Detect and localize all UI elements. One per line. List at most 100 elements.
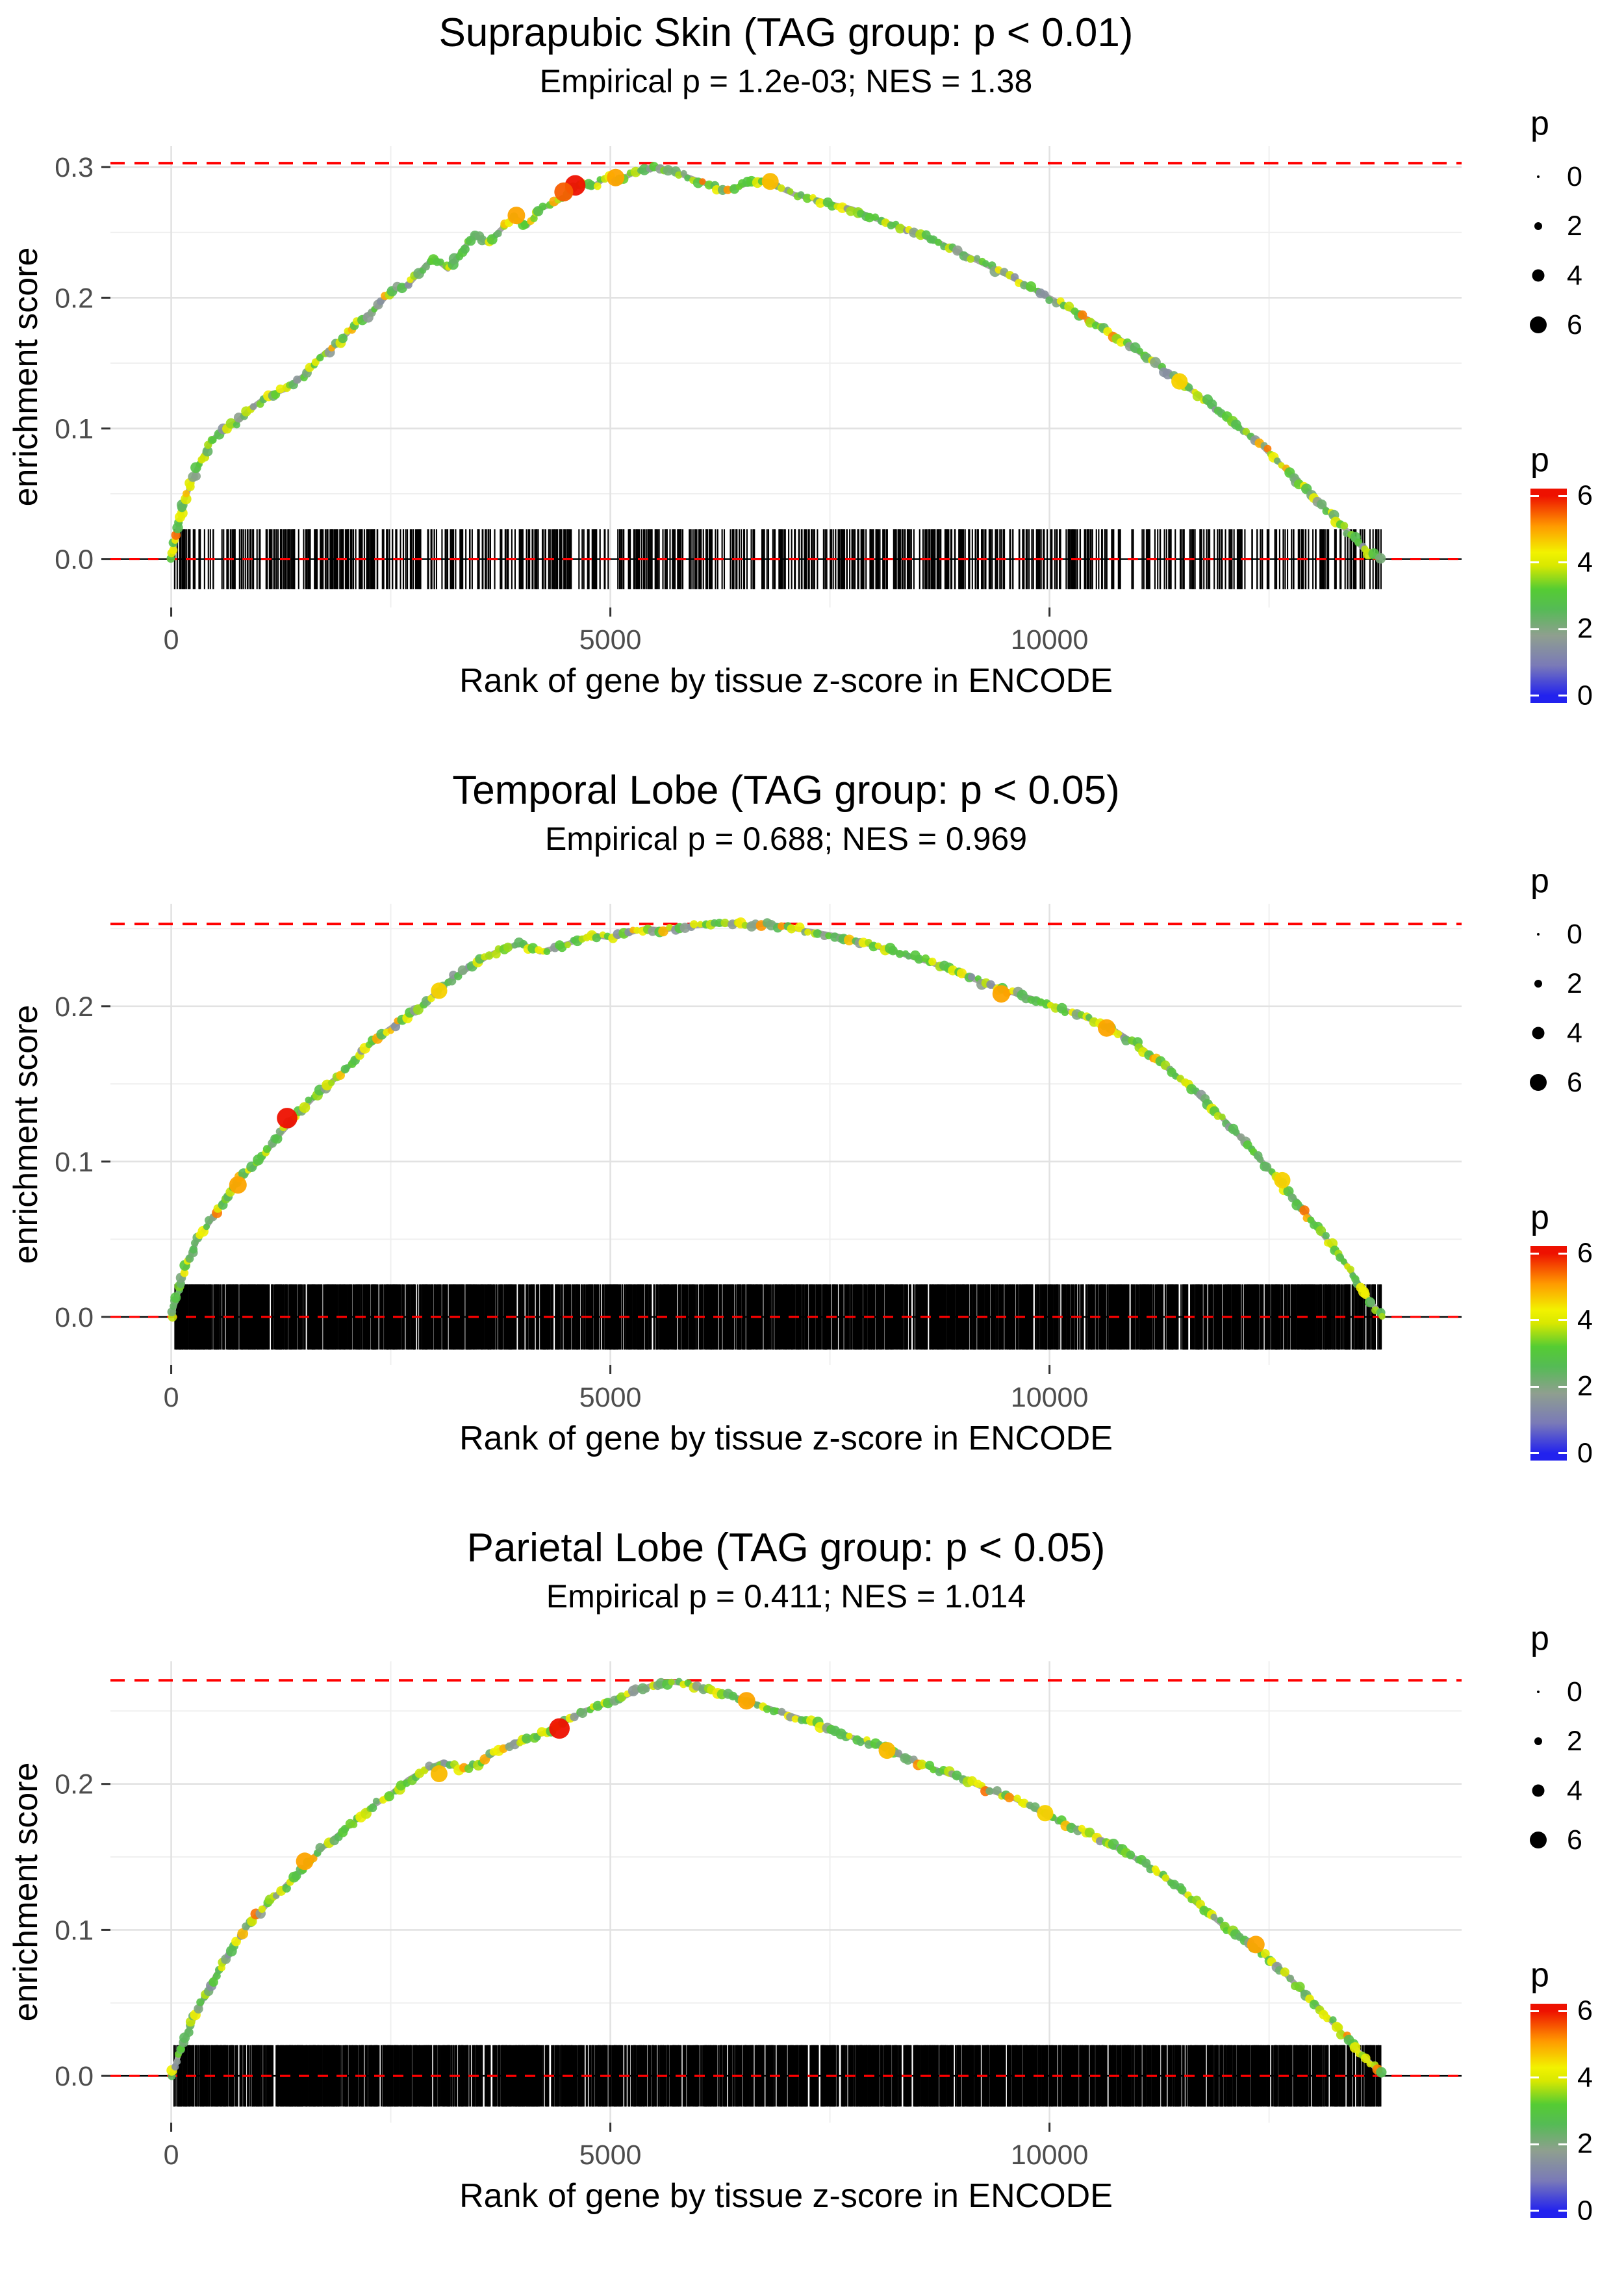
size-dot-icon (1530, 1074, 1547, 1091)
colorbar-tick-mark (1558, 1452, 1567, 1455)
colorbar-tick-mark (1558, 2076, 1567, 2079)
colorbar-gradient (1530, 1246, 1567, 1461)
x-tick-label: 0 (164, 1382, 179, 1413)
highlight-gene-dot (1274, 1171, 1291, 1189)
size-dot-icon (1534, 222, 1542, 230)
colorbar-tick-label: 0 (1577, 2195, 1593, 2227)
colorbar-tick-mark (1530, 1252, 1539, 1255)
enrichment-curve-base (168, 1679, 1386, 2078)
enrichment-plot: 0 5000 10000 0.0 0.1 0.2 (55, 904, 1462, 1413)
colorbar-tick-label: 0 (1577, 1437, 1593, 1469)
enrichment-curve-dots (166, 1678, 1387, 2080)
y-tick-label: 0.2 (55, 991, 94, 1023)
panel-parietal-lobe: Parietal Lobe (TAG group: p < 0.05) Empi… (0, 1515, 1624, 2273)
highlight-gene-dot (992, 985, 1010, 1003)
colorbar-tick-mark (1530, 2210, 1539, 2212)
y-tick-label: 0.1 (55, 413, 94, 444)
gene-rank-rug (173, 2045, 1382, 2107)
highlight-gene-dot (431, 982, 448, 999)
x-axis-label: Rank of gene by tissue z-score in ENCODE (459, 2177, 1113, 2215)
panel-title: Temporal Lobe (TAG group: p < 0.05) (452, 768, 1120, 813)
colorbar-tick-label: 6 (1577, 1995, 1593, 2026)
size-dot-icon (1537, 175, 1540, 178)
size-dot-icon (1534, 980, 1542, 988)
size-legend-label: 4 (1567, 259, 1582, 291)
highlight-gene-dot (761, 173, 779, 190)
size-legend-label: 4 (1567, 1774, 1582, 1806)
panel-subtitle: Empirical p = 1.2e-03; NES = 1.38 (539, 63, 1033, 99)
panel-title: Suprapubic Skin (TAG group: p < 0.01) (438, 10, 1134, 55)
y-tick-label: 0.0 (55, 2061, 94, 2092)
x-tick-label: 10000 (1011, 1382, 1089, 1413)
size-legend-item: 4 (1520, 1008, 1624, 1058)
size-legend: 0 2 4 6 (1520, 1667, 1624, 1865)
color-legend-title: p (1530, 1199, 1549, 1236)
size-legend-item: 2 (1520, 959, 1624, 1008)
panel-suprapubic-skin: Suprapubic Skin (TAG group: p < 0.01) Em… (0, 0, 1624, 758)
size-dot-icon (1537, 933, 1540, 936)
size-legend-item: 2 (1520, 1717, 1624, 1766)
colorbar-tick-label: 2 (1577, 613, 1593, 645)
colorbar-tick-mark (1530, 1452, 1539, 1455)
colorbar-tick-label: 4 (1577, 1304, 1593, 1336)
size-legend-title: p (1530, 862, 1549, 900)
colorbar-tick-label: 4 (1577, 2062, 1593, 2093)
x-tick-label: 5000 (579, 624, 642, 656)
highlight-gene-dot (1098, 1019, 1115, 1037)
colorbar-tick-mark (1530, 2010, 1539, 2012)
size-legend-item: 0 (1520, 1667, 1624, 1717)
colorbar-tick-label: 6 (1577, 1237, 1593, 1269)
highlight-gene-dot (1247, 1935, 1265, 1954)
y-tick-label: 0.0 (55, 544, 94, 576)
highlight-gene-dot (1171, 373, 1188, 390)
highlight-gene-dot (430, 1765, 448, 1782)
y-tick-label: 0.2 (55, 283, 94, 314)
highlight-genes (507, 168, 1188, 390)
highlight-gene-dot (296, 1852, 314, 1871)
x-axis-label: Rank of gene by tissue z-score in ENCODE (459, 662, 1113, 700)
size-legend-item: 2 (1520, 201, 1624, 251)
size-legend-label: 6 (1567, 1066, 1582, 1098)
highlight-gene-dot (549, 1718, 570, 1739)
colorbar-wrap: 6 4 2 0 (1530, 1995, 1593, 2226)
enrichment-plot: 0 5000 10000 0.0 0.1 0.2 0.3 (55, 146, 1462, 656)
panel-title: Parietal Lobe (TAG group: p < 0.05) (466, 1526, 1106, 1570)
colorbar-gradient (1530, 2004, 1567, 2218)
size-dot-icon (1532, 269, 1545, 282)
color-legend-title: p (1530, 441, 1549, 479)
size-legend-title: p (1530, 105, 1549, 142)
size-dot-icon (1537, 1691, 1540, 1693)
size-legend-label: 6 (1567, 309, 1582, 340)
size-legend-title: p (1530, 1620, 1549, 1657)
colorbar-wrap: 6 4 2 0 (1530, 1238, 1593, 1468)
x-tick-label: 10000 (1011, 624, 1089, 656)
colorbar-tick-mark (1530, 628, 1539, 630)
size-legend: 0 2 4 6 (1520, 152, 1624, 350)
size-legend-label: 2 (1567, 967, 1582, 999)
colorbar-tick-mark (1558, 1385, 1567, 1388)
size-legend-item: 4 (1520, 1766, 1624, 1815)
x-tick-label: 5000 (579, 1382, 642, 1413)
panel-temporal-lobe: Temporal Lobe (TAG group: p < 0.05) Empi… (0, 758, 1624, 1515)
size-legend-item: 6 (1520, 1058, 1624, 1107)
color-legend-title: p (1530, 1956, 1549, 1994)
size-dot-icon (1530, 316, 1547, 333)
colorbar-tick-label: 2 (1577, 2128, 1593, 2160)
panel-subtitle: Empirical p = 0.688; NES = 0.969 (544, 821, 1028, 857)
colorbar-tick-mark (1530, 2143, 1539, 2145)
colorbar-tick-mark (1558, 494, 1567, 497)
colorbar-tick-mark (1558, 561, 1567, 564)
highlight-gene-dot (1037, 1805, 1054, 1822)
size-legend-label: 0 (1567, 160, 1582, 192)
colorbar-tick-mark (1558, 1319, 1567, 1322)
x-axis-label: Rank of gene by tissue z-score in ENCODE (459, 1420, 1113, 1457)
size-dot-icon (1530, 1832, 1547, 1848)
x-tick-label: 0 (164, 2140, 179, 2171)
size-dot-icon (1534, 1737, 1542, 1745)
highlight-gene-dot (507, 207, 526, 225)
y-tick-label: 0.1 (55, 1147, 94, 1178)
y-tick-label: 0.1 (55, 1915, 94, 1946)
